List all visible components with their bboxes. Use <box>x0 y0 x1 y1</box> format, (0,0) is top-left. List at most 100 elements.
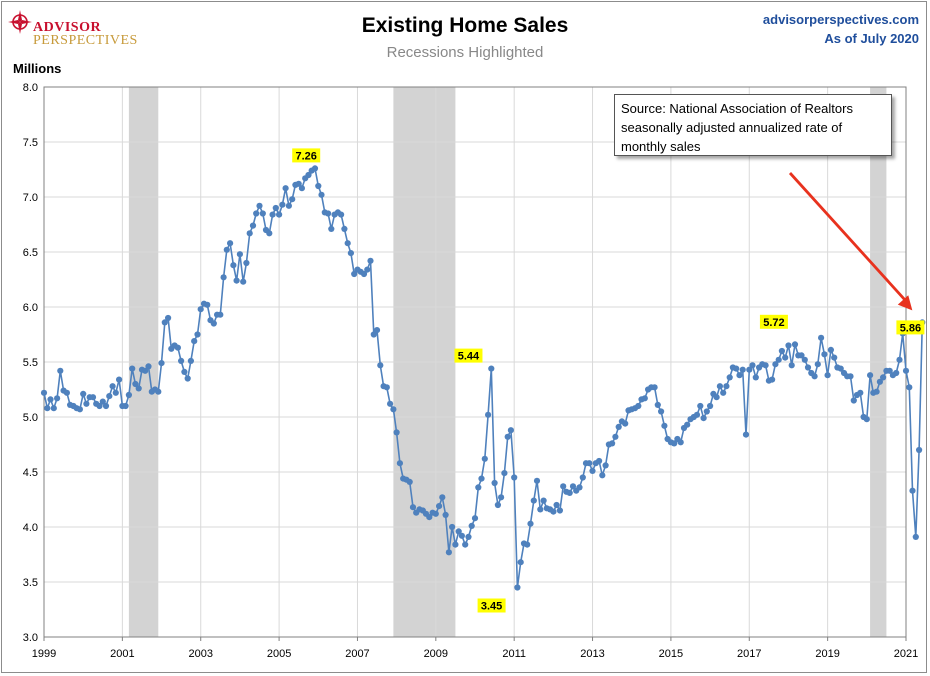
data-point <box>155 388 162 395</box>
data-point <box>785 342 792 349</box>
data-point <box>295 180 302 187</box>
data-point <box>801 356 808 363</box>
data-point <box>370 331 377 338</box>
data-point <box>344 240 351 247</box>
data-point <box>772 361 779 368</box>
data-point <box>749 362 756 369</box>
data-point <box>746 366 753 373</box>
data-point <box>847 373 854 380</box>
data-point <box>99 398 106 405</box>
data-point <box>906 384 913 391</box>
data-point <box>589 467 596 474</box>
logo-text-perspectives: PERSPECTIVES <box>33 33 138 48</box>
data-point <box>896 356 903 363</box>
data-point <box>259 210 266 217</box>
data-point <box>360 270 368 278</box>
data-point <box>569 483 577 490</box>
data-point <box>44 405 51 412</box>
data-point <box>236 251 243 258</box>
data-point <box>89 394 97 401</box>
x-tick-label: 2013 <box>580 648 604 660</box>
y-tick-label: 5.5 <box>23 357 38 369</box>
data-point <box>586 460 593 467</box>
data-point <box>311 165 319 172</box>
logo-text-advisor: ADVISOR <box>33 20 102 35</box>
data-point <box>276 211 283 218</box>
data-point <box>315 182 322 190</box>
data-point <box>863 416 870 423</box>
data-point <box>821 351 828 358</box>
data-point <box>814 361 821 368</box>
data-point <box>125 391 132 399</box>
data-point <box>63 389 70 396</box>
data-point <box>824 372 831 379</box>
data-point <box>338 211 345 218</box>
data-point <box>393 429 400 436</box>
data-point <box>707 402 714 410</box>
data-point <box>436 503 443 510</box>
data-point <box>530 497 537 504</box>
data-point <box>253 210 260 217</box>
data-point <box>471 515 479 522</box>
data-point <box>96 402 103 410</box>
data-point <box>442 511 449 518</box>
data-point <box>217 311 224 318</box>
data-point <box>132 380 139 388</box>
value-label: 7.26 <box>296 150 317 162</box>
data-point <box>227 240 234 247</box>
data-point <box>50 405 57 412</box>
data-point <box>916 446 923 454</box>
data-point <box>240 278 247 285</box>
data-point <box>602 462 609 469</box>
y-tick-label: 3.5 <box>23 577 38 589</box>
data-point <box>857 389 864 396</box>
data-point <box>641 395 648 402</box>
data-point <box>713 394 720 401</box>
data-point <box>116 376 123 383</box>
data-point <box>762 362 769 369</box>
y-tick-label: 4.5 <box>23 467 38 479</box>
data-point <box>178 357 185 364</box>
data-point <box>550 508 557 515</box>
data-point <box>112 389 119 396</box>
data-point <box>364 266 371 273</box>
data-point <box>475 484 482 491</box>
data-point <box>458 532 465 539</box>
data-point <box>498 494 505 501</box>
data-point <box>599 472 606 479</box>
pointer-arrow <box>788 172 908 303</box>
data-point <box>560 483 567 490</box>
data-point <box>383 384 390 391</box>
x-tick-label: 2019 <box>815 648 839 660</box>
x-tick-label: 2009 <box>424 648 448 660</box>
data-point <box>194 331 201 338</box>
data-point <box>671 440 678 447</box>
data-point <box>576 484 583 491</box>
y-tick-label: 7.0 <box>23 192 38 204</box>
data-point <box>462 541 469 548</box>
data-point <box>481 455 488 462</box>
data-point <box>703 408 710 415</box>
value-label: 3.45 <box>481 601 502 613</box>
data-point <box>328 225 335 232</box>
data-point <box>325 210 332 217</box>
data-point <box>501 470 508 477</box>
data-point <box>102 402 110 410</box>
chart-title: Existing Home Sales <box>361 14 569 37</box>
data-point <box>266 230 273 237</box>
data-point <box>867 372 874 379</box>
data-point <box>285 202 292 209</box>
data-point <box>612 433 619 440</box>
data-point <box>426 514 433 521</box>
data-point <box>658 408 665 415</box>
chart-subtitle: Recessions Highlighted <box>386 44 544 61</box>
source-line-3: monthly sales <box>621 139 701 154</box>
data-point <box>726 374 733 381</box>
data-point <box>373 327 381 334</box>
data-point <box>635 402 642 410</box>
x-tick-label: 1999 <box>32 648 56 660</box>
data-point <box>697 402 704 410</box>
source-line-2: seasonally adjusted annualized rate of <box>621 120 843 135</box>
